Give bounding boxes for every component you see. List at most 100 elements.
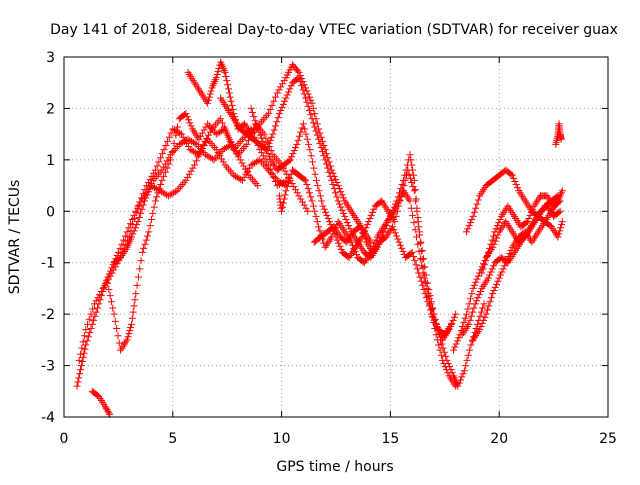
data-point bbox=[389, 223, 397, 231]
data-point bbox=[106, 292, 114, 300]
data-point bbox=[487, 268, 495, 276]
data-point bbox=[472, 278, 480, 286]
data-point bbox=[450, 313, 458, 321]
data-point bbox=[302, 94, 310, 102]
data-point bbox=[138, 205, 146, 213]
data-point bbox=[312, 127, 320, 135]
data-point bbox=[278, 80, 286, 88]
data-point bbox=[149, 209, 157, 217]
data-point bbox=[307, 111, 315, 119]
data-point bbox=[265, 110, 273, 118]
data-point bbox=[335, 239, 343, 247]
data-point bbox=[484, 274, 492, 282]
data-point bbox=[462, 362, 470, 370]
data-point bbox=[231, 145, 239, 153]
data-point bbox=[197, 148, 205, 156]
data-point bbox=[556, 207, 564, 215]
data-point bbox=[465, 300, 473, 308]
data-point bbox=[280, 77, 288, 85]
data-point bbox=[408, 248, 416, 256]
data-point bbox=[304, 102, 312, 110]
data-point bbox=[170, 139, 178, 147]
data-point bbox=[482, 257, 490, 265]
data-point bbox=[419, 281, 427, 289]
data-point bbox=[469, 284, 477, 292]
data-point bbox=[488, 265, 496, 273]
data-point bbox=[224, 131, 232, 139]
data-point bbox=[124, 333, 132, 341]
data-point bbox=[429, 313, 437, 321]
data-point bbox=[86, 329, 94, 337]
data-point bbox=[113, 325, 121, 333]
data-point bbox=[493, 280, 501, 288]
data-point bbox=[555, 208, 563, 216]
data-point bbox=[423, 294, 431, 302]
data-point bbox=[248, 109, 256, 117]
data-point bbox=[218, 155, 226, 163]
data-point bbox=[555, 198, 563, 206]
data-point bbox=[436, 346, 444, 354]
data-point bbox=[411, 186, 419, 194]
data-point bbox=[213, 70, 221, 78]
data-point bbox=[272, 177, 280, 185]
data-points bbox=[73, 58, 566, 418]
data-point bbox=[266, 165, 274, 173]
data-point bbox=[486, 244, 494, 252]
data-point bbox=[414, 213, 422, 221]
data-point bbox=[392, 232, 400, 240]
data-point bbox=[92, 308, 100, 316]
data-point bbox=[458, 373, 466, 381]
data-point bbox=[416, 273, 424, 281]
data-point bbox=[395, 238, 403, 246]
data-point bbox=[419, 255, 427, 263]
data-point bbox=[214, 67, 222, 75]
data-point bbox=[304, 185, 312, 193]
data-point bbox=[451, 343, 459, 351]
data-point bbox=[336, 242, 344, 250]
data-point bbox=[322, 160, 330, 168]
data-point bbox=[428, 310, 436, 318]
data-point bbox=[110, 310, 118, 318]
data-point bbox=[79, 338, 87, 346]
data-point bbox=[204, 131, 212, 139]
data-point bbox=[129, 308, 137, 316]
data-point bbox=[250, 113, 258, 121]
data-point bbox=[225, 85, 233, 93]
data-point bbox=[183, 139, 191, 147]
data-point bbox=[477, 322, 485, 330]
data-point bbox=[260, 130, 268, 138]
data-point bbox=[435, 341, 443, 349]
data-point bbox=[80, 349, 88, 357]
data-point bbox=[557, 221, 565, 229]
data-point bbox=[259, 152, 267, 160]
data-point bbox=[282, 94, 290, 102]
data-point bbox=[146, 175, 154, 183]
data-point bbox=[134, 273, 142, 281]
data-point bbox=[145, 228, 153, 236]
axis-ticks: 0 5 10 15 20 25 -4 -3 -2 -1 0 1 2 3 bbox=[41, 50, 617, 447]
data-point bbox=[288, 180, 296, 188]
data-point bbox=[240, 162, 248, 170]
data-point bbox=[308, 115, 316, 123]
series-track-9 bbox=[275, 151, 460, 390]
data-point bbox=[337, 188, 345, 196]
data-point bbox=[94, 304, 102, 312]
data-point bbox=[260, 140, 268, 148]
data-point bbox=[422, 278, 430, 286]
data-point bbox=[216, 152, 224, 160]
data-point bbox=[405, 170, 413, 178]
data-point bbox=[303, 181, 311, 189]
data-point bbox=[254, 182, 262, 190]
data-point bbox=[480, 316, 488, 324]
data-point bbox=[104, 275, 112, 283]
data-point bbox=[151, 197, 159, 205]
data-point bbox=[481, 313, 489, 321]
data-point bbox=[423, 279, 431, 287]
data-point bbox=[389, 206, 397, 214]
data-point bbox=[338, 206, 346, 214]
data-point bbox=[137, 257, 145, 265]
data-point bbox=[450, 346, 458, 354]
data-point bbox=[258, 134, 266, 142]
data-point bbox=[111, 317, 119, 325]
data-point bbox=[476, 326, 484, 334]
